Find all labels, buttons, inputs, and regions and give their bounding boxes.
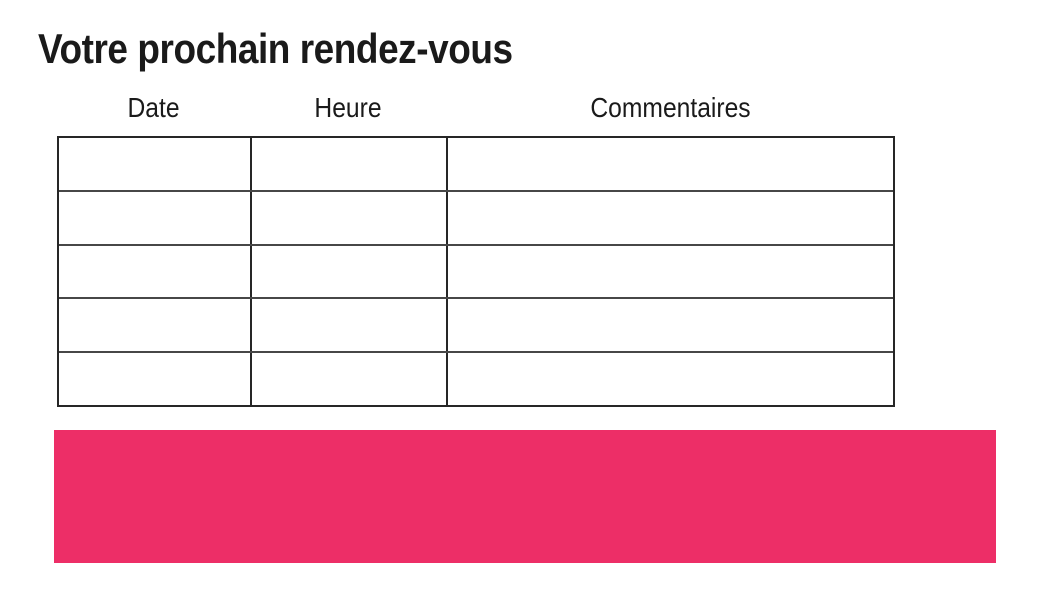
column-header-date: Date bbox=[127, 92, 180, 123]
table-cell bbox=[59, 299, 250, 351]
table-row bbox=[59, 297, 893, 352]
table-cell bbox=[250, 299, 446, 352]
table-cell bbox=[250, 138, 446, 190]
table-cell bbox=[250, 353, 446, 405]
table-row bbox=[59, 138, 893, 190]
table-cell bbox=[446, 299, 893, 352]
table-cell bbox=[446, 245, 893, 298]
table-row bbox=[59, 189, 893, 244]
column-header-commentaires: Commentaires bbox=[590, 92, 751, 123]
table-cell bbox=[59, 192, 250, 244]
table-cell bbox=[250, 245, 446, 298]
table-cell bbox=[446, 353, 893, 405]
table-cell bbox=[446, 138, 893, 190]
table-row bbox=[59, 243, 893, 298]
table-column-headers: Date Heure Commentaires bbox=[57, 92, 895, 124]
table-cell bbox=[446, 191, 893, 244]
table-cell bbox=[59, 353, 250, 405]
table-row bbox=[59, 351, 893, 405]
table-cell bbox=[250, 191, 446, 244]
column-header-heure: Heure bbox=[314, 92, 382, 123]
page-title: Votre prochain rendez-vous bbox=[38, 25, 513, 72]
table-cell bbox=[59, 246, 250, 298]
highlight-banner bbox=[54, 430, 996, 563]
table-cell bbox=[59, 138, 250, 190]
appointment-table bbox=[57, 136, 895, 407]
